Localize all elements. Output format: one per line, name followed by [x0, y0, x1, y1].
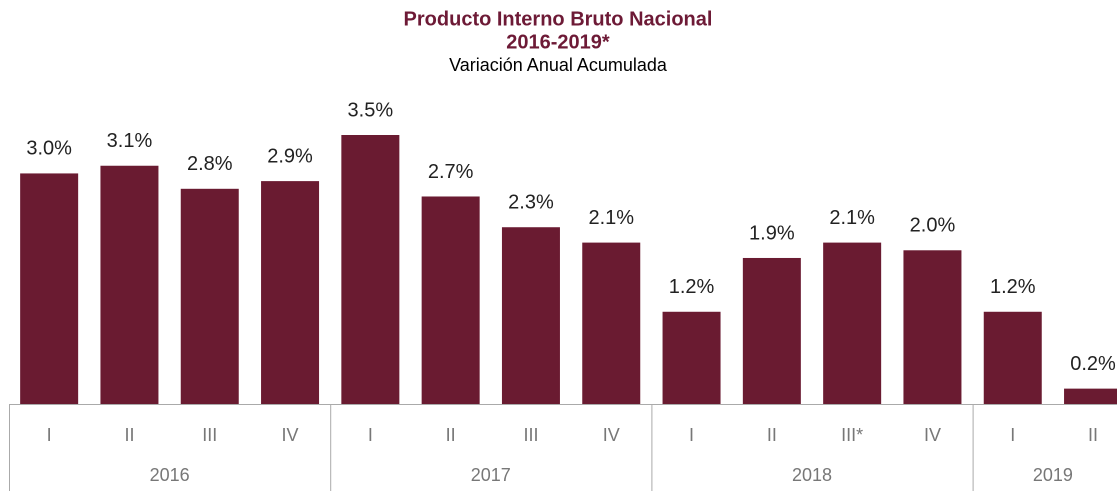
- data-label: 1.9%: [749, 222, 795, 244]
- data-label: 2.1%: [588, 207, 634, 229]
- x-tick-label: II: [767, 425, 777, 445]
- data-label: 3.1%: [107, 130, 153, 152]
- bar: [341, 135, 400, 404]
- data-label: 2.1%: [829, 207, 875, 229]
- bar: [501, 227, 560, 404]
- group-label: 2017: [471, 465, 511, 485]
- group-label: 2019: [1033, 465, 1073, 485]
- bar: [421, 196, 480, 404]
- x-tick-label: II: [124, 425, 134, 445]
- data-label: 2.0%: [910, 215, 956, 237]
- bar: [100, 165, 159, 404]
- chart-subtitle: Variación Anual Acumulada: [449, 55, 668, 75]
- x-tick-label: III: [202, 425, 217, 445]
- x-tick-label: III: [523, 425, 538, 445]
- bar: [582, 242, 641, 404]
- data-label: 2.9%: [267, 145, 313, 167]
- bar: [261, 181, 320, 404]
- x-tick-label: I: [1010, 425, 1015, 445]
- bar: [662, 311, 721, 404]
- x-tick-label: I: [368, 425, 373, 445]
- bar: [1064, 388, 1117, 404]
- chart-title: Producto Interno Bruto Nacional: [404, 8, 713, 30]
- bar: [903, 250, 962, 404]
- chart-title: 2016-2019*: [506, 31, 610, 53]
- data-label: 2.7%: [428, 161, 474, 183]
- x-tick-label: II: [1088, 425, 1098, 445]
- group-label: 2018: [792, 465, 832, 485]
- data-label: 1.2%: [990, 276, 1036, 298]
- data-label: 2.8%: [187, 153, 233, 175]
- bar: [823, 242, 882, 404]
- bar: [20, 173, 79, 404]
- x-tick-label: I: [689, 425, 694, 445]
- x-tick-label: IV: [282, 425, 299, 445]
- data-label: 3.0%: [26, 138, 72, 160]
- x-tick-label: IV: [924, 425, 941, 445]
- bar: [983, 311, 1042, 404]
- x-tick-label: IV: [603, 425, 620, 445]
- data-label: 2.3%: [508, 192, 554, 214]
- bar: [742, 257, 801, 404]
- data-label: 1.2%: [669, 276, 715, 298]
- bar: [180, 188, 239, 404]
- data-label: 3.5%: [348, 99, 394, 121]
- x-tick-label: III*: [841, 425, 863, 445]
- group-label: 2016: [150, 465, 190, 485]
- data-label: 0.2%: [1070, 353, 1116, 375]
- x-tick-label: I: [47, 425, 52, 445]
- x-tick-label: II: [446, 425, 456, 445]
